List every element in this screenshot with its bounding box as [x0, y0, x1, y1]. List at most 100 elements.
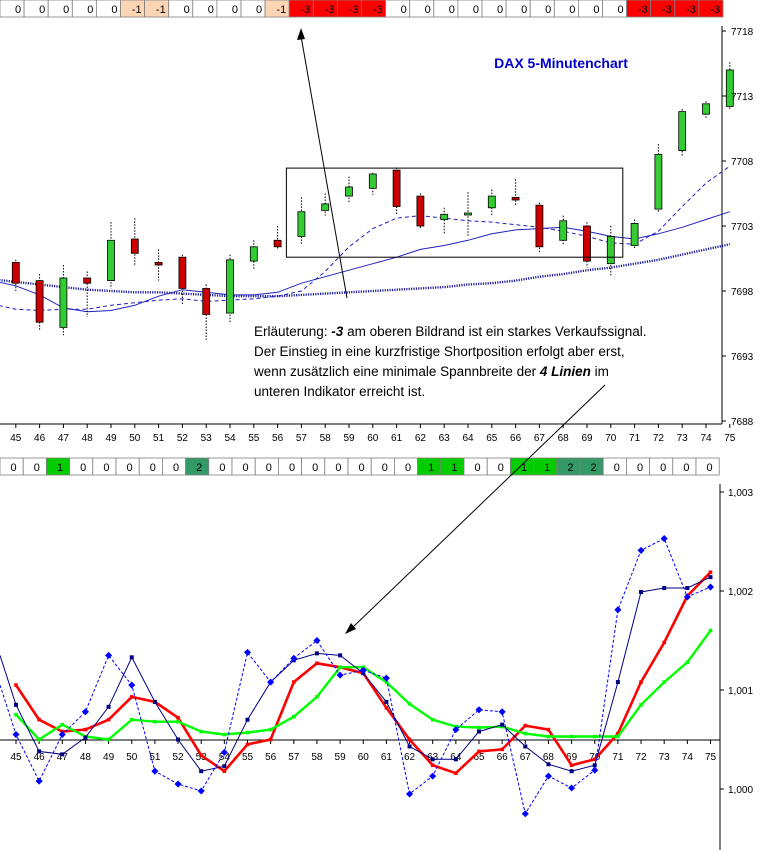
price-y-tick-label: 7698 — [731, 287, 754, 298]
price-x-tick-label: 65 — [486, 433, 498, 444]
indicator-point — [315, 661, 319, 666]
candle-body-up — [345, 186, 353, 197]
indicator-point — [83, 727, 88, 732]
bottom-signal-value: 0 — [660, 462, 666, 474]
indicator-point — [292, 714, 296, 719]
candle-body-down — [130, 238, 139, 254]
candle-body-down — [583, 225, 591, 262]
indicator-point — [569, 763, 574, 768]
indicator-point — [639, 680, 643, 684]
bottom-signal-value: 0 — [127, 462, 133, 474]
indicator-point — [243, 648, 252, 656]
indicator-point — [477, 749, 481, 754]
indicator-point — [546, 762, 551, 767]
price-x-tick-label: 64 — [462, 433, 474, 444]
price-x-tick-label: 55 — [248, 433, 260, 444]
candle-body-down — [11, 261, 20, 284]
indicator-point — [176, 737, 181, 742]
bottom-signal-value: 0 — [707, 462, 713, 474]
indicator-point — [685, 660, 690, 665]
price-x-tick-label: 62 — [415, 433, 427, 444]
indicator-point — [174, 780, 182, 788]
indicator-x-tick-label: 53 — [196, 752, 208, 763]
indicator-point — [58, 731, 66, 739]
indicator-x-tick-label: 54 — [219, 752, 231, 763]
ma-thick-line — [0, 243, 731, 298]
price-x-tick-label: 68 — [558, 433, 570, 444]
indicator-x-tick-label: 69 — [566, 752, 578, 763]
indicator-point — [569, 734, 574, 739]
annotation-segment: wenn zusätzlich eine minimale Spannbreit… — [253, 364, 540, 379]
indicator-y-tick-label: 1,001 — [728, 686, 753, 697]
indicator-point — [290, 654, 298, 662]
price-y-tick-label: 7708 — [731, 157, 754, 168]
candle-body-up — [559, 220, 568, 241]
top-signal-value: 0 — [401, 4, 407, 16]
price-x-tick-label: 46 — [34, 433, 46, 444]
bottom-signal-value: 1 — [544, 462, 550, 474]
chart-title: DAX 5-Minutenchart — [494, 55, 628, 71]
indicator-point — [662, 640, 666, 645]
bottom-signal-value: 0 — [614, 462, 620, 474]
indicator-chart: 4546474849505152535455565758596061626364… — [0, 484, 753, 850]
indicator-x-tick-label: 45 — [10, 752, 22, 763]
indicator-x-tick-label: 46 — [34, 752, 46, 763]
indicator-x-tick-label: 50 — [126, 752, 138, 763]
indicator-point — [407, 737, 412, 742]
annotation-segment: Erläuterung: — [254, 324, 331, 339]
indicator-point — [662, 586, 667, 591]
price-x-tick-label: 70 — [605, 433, 617, 444]
top-signal-value: 0 — [256, 4, 262, 16]
price-x-tick-label: 48 — [82, 433, 94, 444]
price-y-ticks: 7688 7693 7698 7703 7708 7713 7718 — [722, 27, 754, 428]
indicator-x-tick-label: 66 — [497, 752, 509, 763]
candle-body-up — [249, 246, 258, 262]
ma-dashed-line — [0, 165, 731, 312]
indicator-point — [592, 757, 597, 762]
price-x-tick-label: 63 — [439, 433, 451, 444]
indicator-point — [106, 717, 111, 722]
indicator-point — [245, 717, 250, 722]
indicator-point — [199, 769, 204, 774]
annotation-segment: Der Einstieg in eine kurzfristige Shortp… — [254, 344, 625, 359]
indicator-point — [315, 695, 319, 699]
candle-body-up — [321, 203, 330, 211]
indicator-point — [384, 706, 389, 710]
indicator-point — [267, 678, 275, 686]
indicator-point — [83, 735, 88, 740]
indicator-point — [222, 764, 227, 769]
indicator-x-tick-label: 73 — [659, 752, 671, 763]
top-signal-value: 0 — [232, 4, 238, 16]
top-signal-value: 0 — [497, 4, 503, 16]
price-x-tick-label: 58 — [320, 433, 332, 444]
indicator-x-tick-label: 58 — [311, 752, 323, 763]
top-signal-value: 0 — [617, 4, 623, 16]
top-signal-value: 0 — [521, 4, 527, 16]
indicator-x-tick-label: 67 — [520, 752, 532, 763]
price-x-tick-label: 60 — [367, 433, 379, 444]
indicator-point — [37, 737, 41, 742]
indicator-point — [176, 715, 180, 720]
bottom-signal-value: 0 — [11, 462, 17, 474]
indicator-x-tick-label: 51 — [149, 752, 161, 763]
indicator-point — [12, 731, 20, 739]
indicator-point — [222, 769, 227, 773]
candle-body-up — [368, 173, 377, 189]
candle-body-down — [273, 239, 282, 248]
price-x-tick-label: 71 — [629, 433, 641, 444]
bottom-signal-value: 1 — [57, 462, 63, 474]
indicator-point — [453, 757, 458, 762]
indicator-point — [430, 757, 435, 762]
indicator-point — [359, 666, 367, 674]
top-signal-value: -1 — [276, 4, 286, 16]
indicator-point — [523, 723, 528, 728]
top-signal-value: 0 — [87, 4, 93, 16]
indicator-point — [498, 708, 506, 716]
arrow-to-signal — [300, 35, 348, 299]
indicator-point — [152, 699, 157, 704]
candle-body-up — [654, 154, 663, 210]
indicator-point — [37, 717, 41, 722]
candle-body-down — [511, 196, 520, 201]
price-y-tick-label: 7718 — [731, 27, 754, 38]
indicator-point — [637, 546, 645, 554]
